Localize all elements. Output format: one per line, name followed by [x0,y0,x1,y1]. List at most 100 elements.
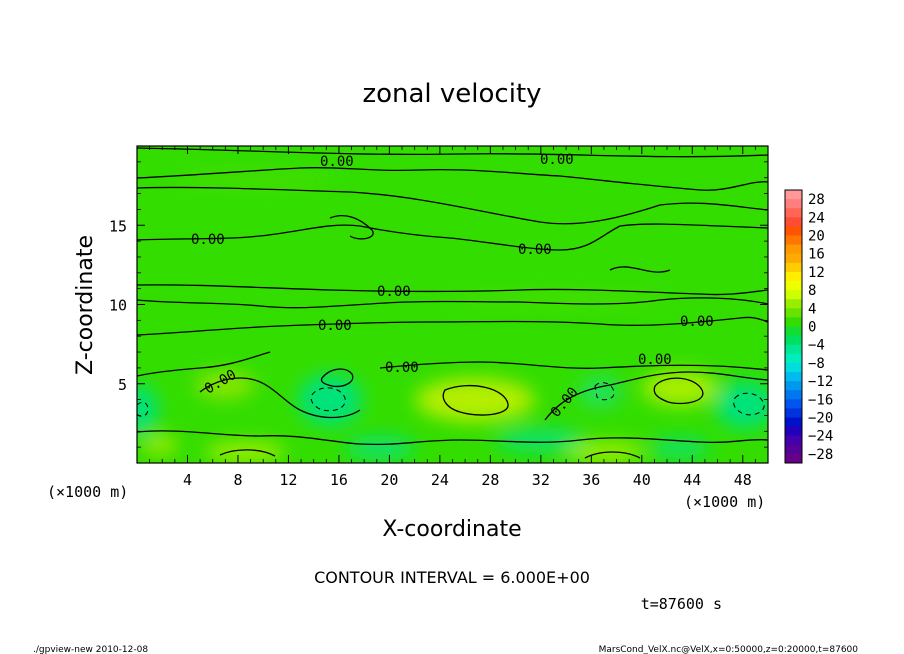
colorbar-swatch [785,253,802,264]
colorbar-swatch [785,217,802,227]
colorbar-swatch [785,190,802,200]
x-tick-label: 28 [481,471,499,489]
colorbar-tick-label: 0 [808,320,816,336]
positive-anomaly [175,174,335,186]
colorbar-tick-label: 4 [808,301,816,317]
y-tick-label: 5 [118,376,127,394]
footer-right: MarsCond_VelX.nc@VelX,x=0:50000,z=0:2000… [599,645,859,654]
colorbar-swatch [785,317,802,327]
colorbar-swatch [785,417,802,428]
contour-line [329,215,374,240]
negative-contours [137,382,765,417]
colorbar-tick-label: −12 [808,374,833,390]
contour-label: 0.00 [320,154,354,170]
contour-line [609,266,671,273]
colorbar-swatch [785,326,802,337]
y-axis: 5 10 15 [109,161,768,448]
y-axis-title: Z-coordinate [73,235,98,375]
colorbar-swatch [785,226,802,236]
contour-label: 0.00 [377,284,411,300]
contour-label: 0.00 [191,232,225,248]
colorbar-swatch [785,426,802,437]
x-tick-label: 48 [734,471,752,489]
contour-line [379,361,768,371]
y-tick-label: 15 [109,217,127,235]
x-unit-label: (×1000 m) [684,493,765,511]
y-unit-label: (×1000 m) [47,483,128,501]
colorbar-tick-label: 28 [808,192,825,208]
colorbar-tick-label: 12 [808,265,825,281]
colorbar-tick-label: −28 [808,447,833,463]
x-axis: 4 8 12 16 20 24 28 32 36 40 44 48 [149,146,756,489]
positive-anomaly [205,442,285,462]
colorbar-frame [784,189,803,464]
colorbar-swatch [785,408,802,418]
contour-line [137,223,768,251]
contour-line [137,316,768,336]
positive-anomaly [415,378,535,422]
positive-anomaly [450,294,670,306]
colorbar-swatch [785,271,802,282]
contour-line [320,368,354,388]
colorbar-swatch [785,344,802,355]
negative-anomaly [715,381,768,429]
negative-anomaly [137,385,158,435]
colorbar-tick-label: 24 [808,210,825,226]
contour-line [199,377,361,419]
colorbar-tick-label: −8 [808,356,825,372]
colorbar-swatch [785,399,802,409]
contour-line [137,430,768,446]
colorbar-swatch [785,444,802,455]
colorbar: 28 24 20 16 12 8 4 0 −4 −8 −12 −16 −20 −24 −28 [784,189,833,464]
contour-lines [137,147,768,459]
footer-left: ./gpview-new 2010-12-08 [33,645,148,654]
colorbar-swatch [785,381,802,391]
contour-label: 0.00 [318,318,352,334]
contour-label: 0.00 [540,152,574,168]
negative-anomaly [495,428,585,452]
contour-line [137,166,768,191]
colorbar-swatch [785,372,802,382]
x-tick-label: 40 [633,471,651,489]
x-tick-label: 24 [431,471,449,489]
x-tick-label: 20 [380,471,398,489]
colorbar-tick-label: −16 [808,392,833,408]
colorbar-swatch [785,281,802,291]
colorbar-swatch [785,199,802,209]
contour-line [653,377,704,405]
contour-label: 0.00 [385,360,419,376]
contour-label: 0.00 [638,352,672,368]
negative-anomaly [345,436,415,460]
contour-line [584,451,641,459]
contour-line [733,392,765,416]
colorbar-tick-label: 16 [808,247,825,263]
contour-interval-text: CONTOUR INTERVAL = 6.000E+00 [314,568,590,587]
colorbar-tick-label: −4 [808,338,825,354]
x-tick-label: 32 [532,471,550,489]
contour-line [137,186,768,225]
contour-line [137,297,768,309]
negative-anomaly [578,376,622,408]
x-tick-label: 4 [183,471,192,489]
colorbar-swatch [785,244,802,255]
x-tick-label: 44 [683,471,701,489]
colorbar-swatch [785,290,802,300]
x-tick-label: 16 [330,471,348,489]
x-tick-label: 12 [279,471,297,489]
colorbar-swatch [785,453,802,464]
x-tick-label: 8 [233,471,242,489]
contour-line [310,387,346,412]
colorbar-swatch [785,235,802,246]
colorbar-swatch [785,308,802,318]
colorbar-swatch [785,353,802,364]
colorbar-swatch [785,299,802,309]
field-anomalies [137,174,768,462]
contour-line [137,284,768,296]
colorbar-swatch [785,362,802,373]
contour-line [219,449,276,457]
contour-line [137,147,768,158]
time-text: t=87600 s [641,595,722,613]
contour-label: 0.00 [518,242,552,258]
positive-anomaly [642,370,718,406]
